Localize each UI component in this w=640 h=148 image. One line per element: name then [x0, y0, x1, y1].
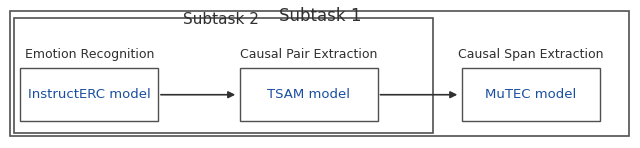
Bar [10, 11, 629, 136]
Bar [462, 68, 600, 121]
Text: Emotion Recognition: Emotion Recognition [24, 48, 154, 61]
Text: Subtask 2: Subtask 2 [183, 12, 259, 27]
Text: MuTEC model: MuTEC model [485, 88, 577, 101]
Text: Subtask 1: Subtask 1 [279, 7, 361, 25]
Text: Causal Pair Extraction: Causal Pair Extraction [240, 48, 378, 61]
Bar [240, 68, 378, 121]
Bar [20, 68, 158, 121]
Text: TSAM model: TSAM model [268, 88, 350, 101]
Bar [14, 18, 433, 133]
Text: InstructERC model: InstructERC model [28, 88, 150, 101]
Text: Causal Span Extraction: Causal Span Extraction [458, 48, 604, 61]
